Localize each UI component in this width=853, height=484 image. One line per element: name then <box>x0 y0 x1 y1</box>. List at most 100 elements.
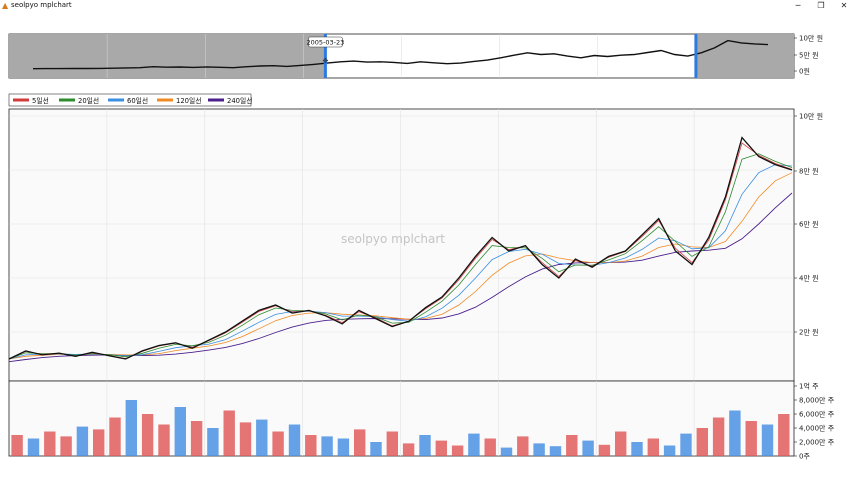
range-slider[interactable]: 2005-03-23 ✥ 10만 원 5만 원 0원 <box>8 34 823 79</box>
legend-label: 60일선 <box>127 96 148 105</box>
volume-bar <box>207 428 219 456</box>
volume-bar <box>109 417 121 456</box>
chart-canvas: 2005-03-23 ✥ 10만 원 5만 원 0원 5일선 20일선 60일선 <box>8 34 835 461</box>
minimize-button[interactable]: ─ <box>795 1 801 10</box>
volume-bar <box>631 442 643 456</box>
slider-outside-right <box>695 34 794 78</box>
watermark: seolpyo mplchart <box>341 232 445 246</box>
slider-tick-label: 0원 <box>799 67 810 76</box>
volume-bar <box>288 424 301 456</box>
window-title: seolpyo mplchart <box>11 1 72 9</box>
legend-item-240[interactable]: 240일선 <box>208 96 252 105</box>
volume-tick-label: 6,000만 주 <box>799 410 835 419</box>
volume-bar <box>305 435 317 456</box>
volume-bar <box>354 429 366 456</box>
series-line-20일선 <box>8 153 793 360</box>
volume-frame <box>8 380 795 457</box>
volume-bar <box>76 426 89 456</box>
legend-frame <box>8 93 252 107</box>
volume-bar <box>321 436 333 456</box>
volume-bar <box>337 438 350 456</box>
legend-item-20[interactable]: 20일선 <box>59 96 99 105</box>
volume-bar <box>500 447 513 456</box>
volume-bar <box>239 422 252 456</box>
volume-panel[interactable]: 1억 주 8,000만 주 6,000만 주 4,000만 주 2,000만 주… <box>8 380 835 461</box>
close-button[interactable]: ✕ <box>840 1 848 10</box>
legend-item-60[interactable]: 60일선 <box>108 96 148 105</box>
volume-bar <box>27 438 40 456</box>
volume-bar <box>696 428 708 456</box>
volume-bar <box>386 431 398 456</box>
volume-bars <box>11 400 790 456</box>
volume-axis: 1억 주 8,000만 주 6,000만 주 4,000만 주 2,000만 주… <box>794 383 835 461</box>
volume-bar <box>615 431 627 456</box>
volume-bar <box>60 436 72 456</box>
volume-bar <box>370 442 382 456</box>
volume-bar <box>745 421 757 456</box>
volume-bar <box>598 444 611 456</box>
volume-bar <box>680 433 692 456</box>
slider-date-tooltip: 2005-03-23 <box>307 36 345 48</box>
legend: 5일선 20일선 60일선 120일선 240일선 <box>8 93 252 107</box>
slider-tick-label: 5만 원 <box>799 51 819 60</box>
window-titlebar: ▲ seolpyo mplchart ─ ❐ ✕ <box>0 0 853 11</box>
price-tick-label: 4만 원 <box>799 274 819 283</box>
volume-bar <box>223 410 235 456</box>
slider-price-line <box>32 39 769 70</box>
volume-bar <box>272 431 284 456</box>
legend-swatch <box>59 98 75 102</box>
volume-bar <box>549 446 562 456</box>
volume-bar <box>566 435 578 456</box>
series-line-price <box>8 136 793 360</box>
volume-bar <box>174 407 186 456</box>
volume-tick-label: 4,000만 주 <box>799 424 835 433</box>
volume-bar <box>712 417 725 456</box>
slider-left-handle[interactable] <box>323 34 327 78</box>
volume-bar <box>761 424 774 456</box>
volume-tick-label: 2,000만 주 <box>799 438 835 447</box>
restore-button[interactable]: ❐ <box>817 1 825 10</box>
series-line-240일선 <box>8 192 793 363</box>
volume-bar <box>729 410 741 456</box>
legend-label: 240일선 <box>227 96 252 105</box>
move-cursor-icon: ✥ <box>322 57 328 65</box>
price-tick-label: 6만 원 <box>799 220 819 229</box>
volume-bar <box>158 424 170 456</box>
price-tick-label: 8만 원 <box>799 167 819 176</box>
price-tick-label: 2만 원 <box>799 328 819 337</box>
legend-item-120[interactable]: 120일선 <box>157 96 201 105</box>
volume-bar <box>435 440 447 456</box>
legend-swatch <box>108 98 124 102</box>
slider-axis: 10만 원 5만 원 0원 <box>794 34 823 76</box>
volume-bar <box>533 443 545 456</box>
tooltip-date: 2005-03-23 <box>307 39 345 47</box>
legend-label: 20일선 <box>78 96 99 105</box>
volume-bar <box>402 443 415 456</box>
volume-bar <box>778 414 790 456</box>
slider-outside-left <box>9 34 326 78</box>
price-panel[interactable]: seolpyo mplchart 10만 원 8만 원 6만 원 4만 원 2만… <box>8 108 823 382</box>
volume-bar <box>484 438 496 456</box>
legend-swatch <box>13 98 29 102</box>
price-tick-label: 10만 원 <box>799 112 823 121</box>
chart-window-client: 2005-03-23 ✥ 10만 원 5만 원 0원 5일선 20일선 60일선 <box>0 11 853 480</box>
app-chart-icon: ▲ <box>2 1 9 10</box>
legend-swatch <box>208 98 224 102</box>
volume-bar <box>647 438 659 456</box>
legend-item-5[interactable]: 5일선 <box>13 96 49 105</box>
volume-bar <box>582 440 594 456</box>
legend-label: 120일선 <box>176 96 201 105</box>
volume-bar <box>451 445 464 456</box>
volume-bar <box>663 445 676 456</box>
volume-bar <box>419 435 431 456</box>
slider-tick-label: 10만 원 <box>799 34 823 43</box>
volume-bar <box>517 436 529 456</box>
volume-bar <box>125 400 137 456</box>
volume-bar <box>190 421 203 456</box>
tooltip-box <box>308 36 343 48</box>
volume-tick-label: 8,000만 주 <box>799 396 835 405</box>
volume-bar <box>11 435 23 456</box>
price-frame <box>8 108 795 382</box>
price-series <box>8 136 793 363</box>
slider-right-handle[interactable] <box>694 34 698 78</box>
